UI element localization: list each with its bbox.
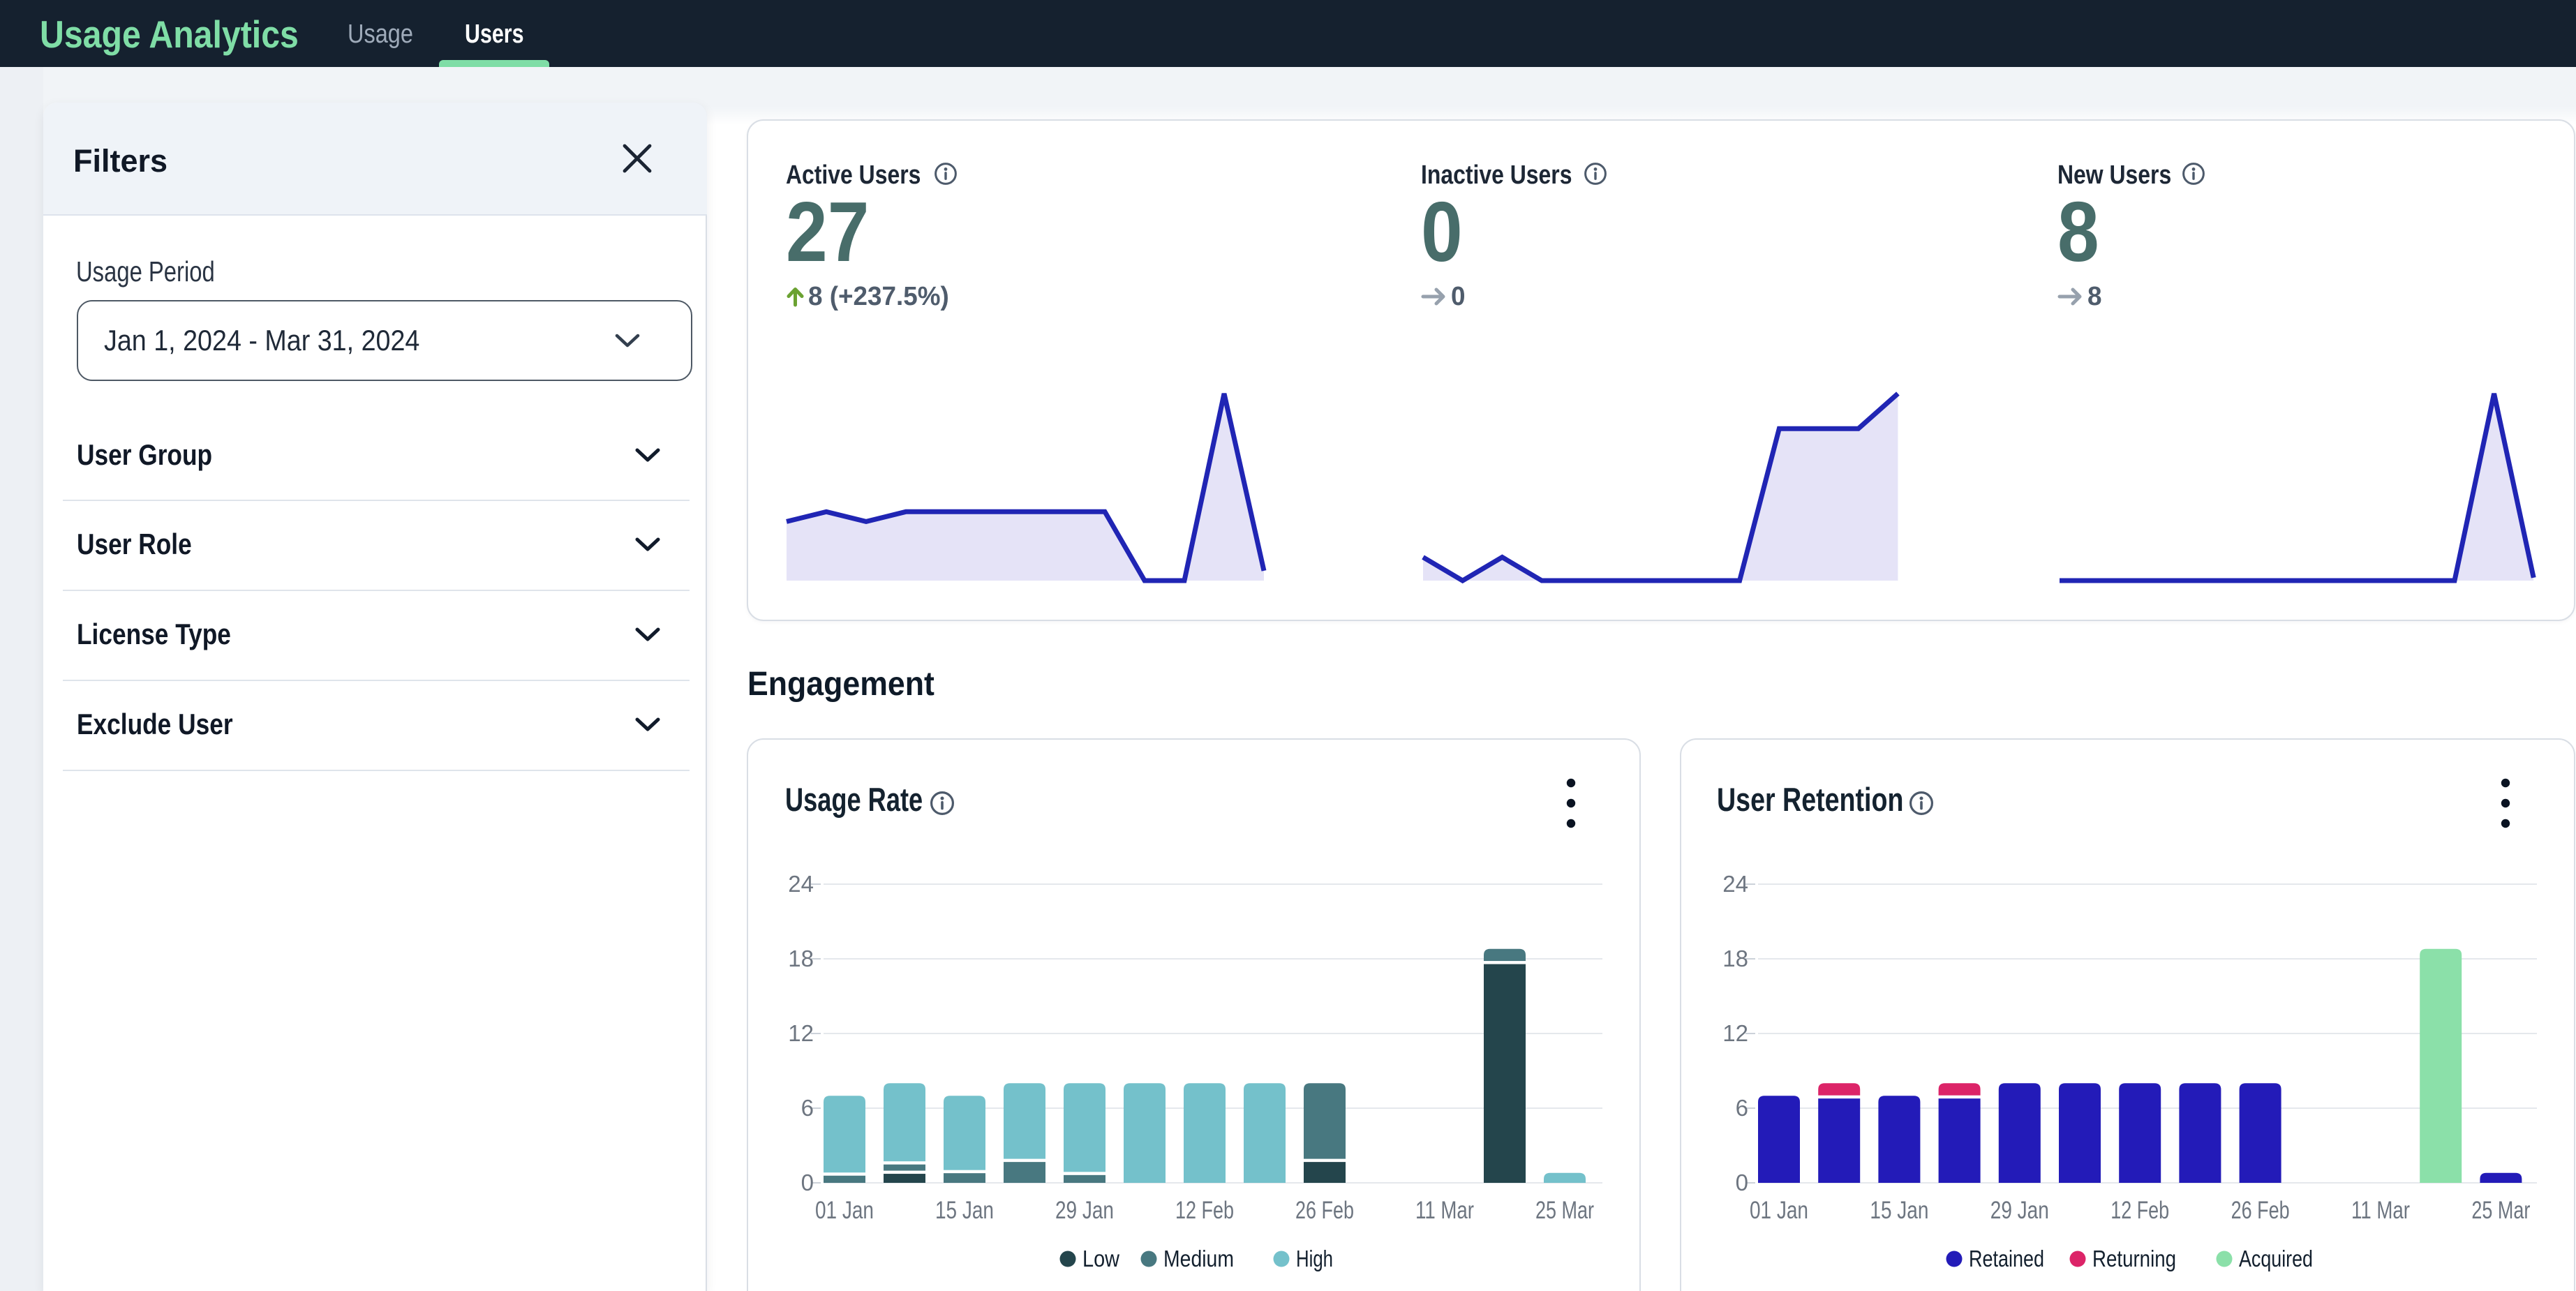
svg-text:Returning: Returning <box>2092 1246 2176 1271</box>
svg-text:Low: Low <box>1082 1246 1119 1271</box>
svg-text:Medium: Medium <box>1163 1246 1234 1271</box>
svg-text:12: 12 <box>788 1020 814 1046</box>
svg-text:18: 18 <box>1722 946 1748 971</box>
svg-text:24: 24 <box>1722 871 1748 897</box>
svg-text:0: 0 <box>801 1170 814 1195</box>
svg-text:25 Mar: 25 Mar <box>1535 1197 1594 1224</box>
svg-text:26 Feb: 26 Feb <box>2231 1197 2290 1224</box>
svg-text:12 Feb: 12 Feb <box>2110 1197 2169 1224</box>
svg-text:6: 6 <box>1736 1095 1748 1121</box>
svg-text:24: 24 <box>788 871 814 897</box>
svg-text:11 Mar: 11 Mar <box>2351 1197 2410 1224</box>
svg-text:29 Jan: 29 Jan <box>1990 1197 2049 1224</box>
svg-text:15 Jan: 15 Jan <box>1870 1197 1928 1224</box>
svg-text:6: 6 <box>801 1095 814 1121</box>
svg-text:15 Jan: 15 Jan <box>935 1197 994 1224</box>
svg-text:12: 12 <box>1722 1020 1748 1046</box>
svg-text:Acquired: Acquired <box>2239 1246 2313 1271</box>
svg-text:26 Feb: 26 Feb <box>1295 1197 1354 1224</box>
svg-text:High: High <box>1296 1246 1333 1271</box>
svg-text:01 Jan: 01 Jan <box>1750 1197 1808 1224</box>
svg-text:11 Mar: 11 Mar <box>1415 1197 1474 1224</box>
svg-text:Retained: Retained <box>1969 1246 2044 1271</box>
svg-text:29 Jan: 29 Jan <box>1055 1197 1114 1224</box>
svg-text:18: 18 <box>788 946 814 971</box>
svg-text:0: 0 <box>1736 1170 1748 1195</box>
svg-text:12 Feb: 12 Feb <box>1175 1197 1234 1224</box>
svg-text:25 Mar: 25 Mar <box>2471 1197 2530 1224</box>
svg-text:01 Jan: 01 Jan <box>815 1197 874 1224</box>
